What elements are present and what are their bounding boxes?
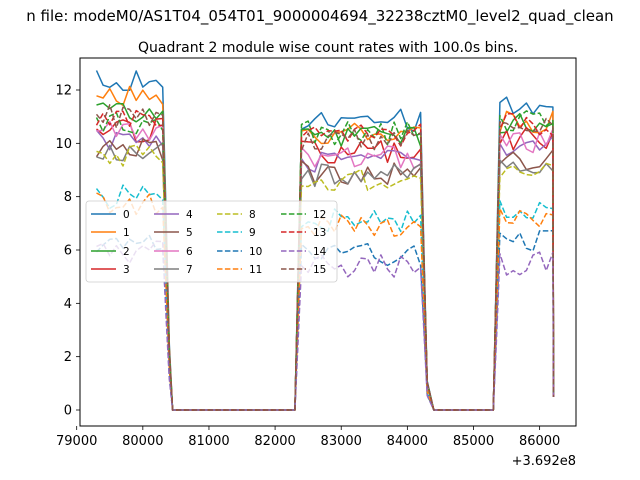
x-offset-label: +3.692e8: [512, 454, 576, 469]
legend-label-0: 0: [123, 209, 130, 221]
y-tick-label: 6: [64, 244, 72, 259]
x-tick-label: 80000: [122, 434, 163, 449]
series-line-15: [95, 104, 555, 411]
x-tick-label: 83000: [321, 434, 362, 449]
legend-box: [85, 200, 338, 283]
y-tick-label: 4: [64, 297, 72, 312]
legend-label-5: 5: [186, 227, 193, 239]
y-tick-label: 2: [64, 350, 72, 365]
series-line-3: [96, 117, 555, 411]
legend-label-6: 6: [186, 246, 193, 258]
y-tick-label: 0: [64, 404, 72, 419]
x-tick-label: 85000: [453, 434, 494, 449]
chart-title: Quadrant 2 module wise count rates with …: [138, 40, 518, 56]
legend-label-14: 14: [313, 246, 327, 258]
plot-frame: [79, 57, 577, 427]
legend-label-15: 15: [313, 264, 326, 276]
legend-label-11: 11: [249, 264, 262, 276]
series-line-11: [96, 192, 555, 411]
x-tick-label: 79000: [56, 434, 97, 449]
legend-label-3: 3: [123, 264, 130, 276]
series-line-14: [96, 240, 555, 411]
x-axis: 79000 80000 81000 82000 83000 84000 85000 86000: [56, 426, 560, 449]
series-layer: [95, 70, 555, 411]
y-axis: 0 2 4 6 8 10 12: [55, 84, 80, 419]
series-line-7: [96, 142, 555, 411]
y-tick-label: 12: [55, 84, 72, 99]
legend-label-1: 1: [123, 227, 130, 239]
legend-label-2: 2: [123, 246, 130, 258]
legend-label-4: 4: [186, 209, 193, 221]
y-tick-label: 8: [64, 190, 72, 205]
series-line-13: [95, 109, 555, 411]
x-tick-label: 86000: [519, 434, 560, 449]
chart-suptitle: n file: modeM0/AS1T04_054T01_9000004694_…: [26, 7, 613, 26]
series-line-4: [95, 129, 555, 411]
legend-label-7: 7: [186, 264, 193, 276]
series-line-8: [96, 144, 555, 411]
series-line-0: [95, 70, 555, 411]
y-tick-label: 10: [55, 137, 72, 152]
x-tick-label: 82000: [254, 434, 295, 449]
series-line-6: [96, 120, 555, 411]
x-tick-label: 84000: [387, 434, 428, 449]
x-tick-label: 81000: [188, 434, 229, 449]
legend-label-8: 8: [249, 209, 256, 221]
legend-label-9: 9: [249, 227, 256, 239]
legend-label-13: 13: [313, 227, 326, 239]
legend-label-10: 10: [249, 246, 262, 258]
legend-label-12: 12: [313, 209, 326, 221]
